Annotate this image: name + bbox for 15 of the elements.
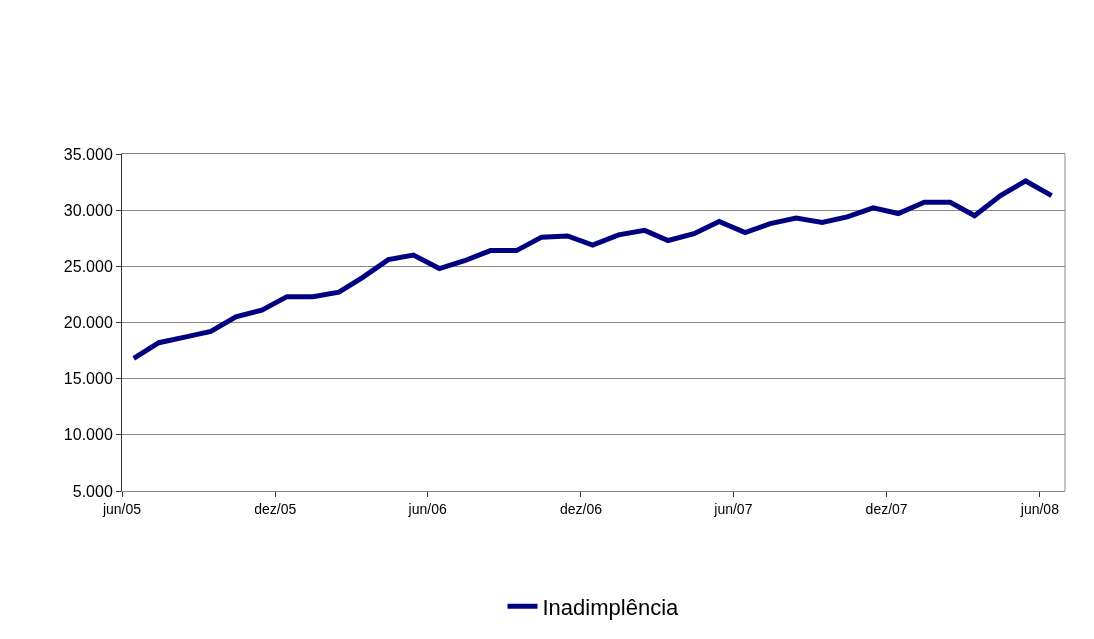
y-tick-label: 35.000 (63, 145, 113, 163)
y-tick-label: 25.000 (63, 257, 113, 275)
x-tick-label: dez/07 (865, 500, 908, 517)
y-tick-label: 5.000 (72, 482, 113, 500)
x-tick-label: jun/06 (407, 500, 447, 517)
y-tick-label: 15.000 (63, 370, 113, 388)
x-tick-label: dez/05 (254, 500, 297, 517)
y-tick-label: 20.000 (63, 314, 113, 332)
x-tick-label: jun/05 (101, 500, 142, 517)
y-tick-label: 30.000 (63, 201, 113, 219)
x-tick-label: jun/08 (1019, 500, 1060, 517)
x-tick-label: jun/07 (713, 500, 753, 517)
y-tick-label: 10.000 (63, 426, 113, 444)
legend-label: Inadimplência (542, 594, 680, 620)
x-tick-label: dez/06 (559, 500, 603, 517)
